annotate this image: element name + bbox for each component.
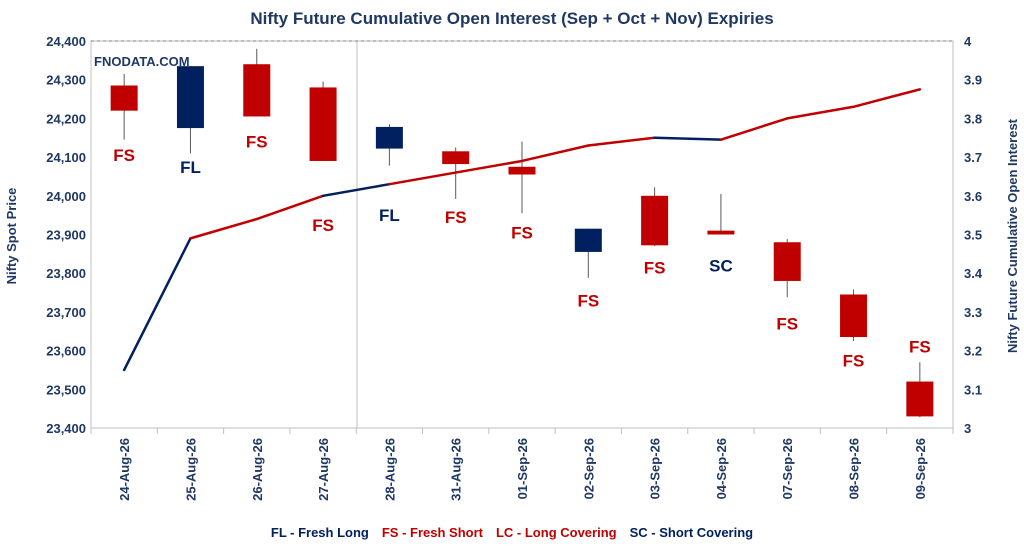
- left-tick-label: 23,900: [46, 228, 86, 243]
- right-tick-label: 3.6: [964, 189, 982, 204]
- annotations: FS FL FS FS FL FS FS FS FS SC FS FS FS: [113, 133, 930, 371]
- left-tick-label: 24,000: [46, 189, 86, 204]
- annotation-label: FS: [113, 146, 135, 165]
- x-tick-label: 24-Aug-26: [117, 438, 132, 501]
- plot-area-frame: [90, 40, 954, 429]
- x-tick-label: 31-Aug-26: [449, 438, 464, 501]
- x-tick-label: 04-Sep-26: [714, 438, 729, 499]
- candle-body: [641, 195, 669, 246]
- oi-line-segment: [189, 217, 259, 240]
- left-tick-label: 24,400: [46, 34, 86, 49]
- annotation-label: FS: [644, 258, 666, 277]
- oi-line-segment: [587, 136, 656, 147]
- left-axis-title: Nifty Spot Price: [4, 188, 19, 285]
- candle-body: [309, 87, 337, 161]
- chart-title: Nifty Future Cumulative Open Interest (S…: [250, 9, 773, 28]
- right-tick-label: 3.3: [964, 305, 982, 320]
- annotation-label: FS: [909, 338, 931, 357]
- left-tick-label: 24,100: [46, 150, 86, 165]
- legend: FL - Fresh Long FS - Fresh Short LC - Lo…: [271, 525, 753, 540]
- annotation-label: FS: [843, 351, 865, 370]
- annotation-label: SC: [709, 256, 733, 275]
- candle-body: [442, 151, 470, 165]
- left-axis-ticks: 23,400 23,500 23,600 23,700 23,800 23,900 24,0…: [46, 34, 86, 436]
- oi-line-segment: [255, 194, 325, 221]
- x-tick-label: 08-Sep-26: [847, 438, 862, 499]
- right-tick-label: 3.4: [964, 266, 983, 281]
- right-tick-label: 3.1: [964, 382, 982, 397]
- annotation-label: FS: [776, 315, 798, 334]
- oi-line-segment: [388, 171, 457, 186]
- x-tick-label: 27-Aug-26: [316, 438, 331, 501]
- oi-line-segment: [122, 237, 192, 372]
- x-tick-label: 26-Aug-26: [250, 438, 265, 501]
- left-tick-label: 24,300: [46, 73, 86, 88]
- oi-line-segment: [520, 144, 590, 163]
- left-tick-label: 24,200: [46, 111, 86, 126]
- candle-body: [773, 242, 801, 281]
- right-tick-label: 3.5: [964, 228, 982, 243]
- left-tick-label: 23,800: [46, 266, 86, 281]
- x-tick-label: 25-Aug-26: [183, 438, 198, 501]
- right-tick-label: 3.2: [964, 344, 982, 359]
- left-tick-label: 23,400: [46, 421, 86, 436]
- oi-line-segment: [852, 88, 922, 109]
- legend-entry: SC - Short Covering: [617, 525, 754, 540]
- watermark-text: FNODATA.COM: [94, 54, 190, 69]
- oi-line-segment: [719, 117, 789, 141]
- annotation-label: FL: [180, 158, 201, 177]
- right-axis-ticks: 3 3.1 3.2 3.3 3.4 3.5 3.6 3.7 3.8 3.9 4: [964, 34, 983, 436]
- right-axis-title: Nifty Future Cumulative Open Interest: [1005, 118, 1020, 353]
- right-tick-label: 4: [964, 34, 972, 49]
- oi-line-segment: [454, 159, 524, 174]
- oi-line-segment: [785, 105, 855, 120]
- legend-entry: FL - Fresh Long: [271, 525, 369, 540]
- right-tick-label: 3.8: [964, 111, 982, 126]
- oi-line-segment: [653, 136, 723, 141]
- legend-entry: FS - Fresh Short: [369, 525, 484, 540]
- open-interest-line: [122, 88, 922, 372]
- x-tick-label: 09-Sep-26: [913, 438, 928, 499]
- candle-body: [375, 126, 403, 149]
- candle-body: [840, 294, 868, 338]
- x-tick-label: 28-Aug-26: [382, 438, 397, 501]
- annotation-label: FS: [312, 216, 334, 235]
- candles: [110, 48, 934, 418]
- oi-line-segment: [321, 182, 391, 198]
- candle-body: [243, 64, 271, 117]
- right-tick-label: 3.7: [964, 150, 982, 165]
- left-tick-label: 23,600: [46, 344, 86, 359]
- candle-body: [906, 381, 934, 417]
- x-tick-label: 02-Sep-26: [581, 438, 596, 499]
- candle-body: [574, 228, 602, 252]
- x-tick-label: 07-Sep-26: [780, 438, 795, 499]
- candle-body: [110, 85, 138, 111]
- right-tick-label: 3.9: [964, 73, 982, 88]
- candle-body: [508, 166, 536, 175]
- right-tick-label: 3: [964, 421, 971, 436]
- annotation-label: FL: [379, 206, 400, 225]
- candle-body: [707, 230, 735, 235]
- x-tick-label: 03-Sep-26: [648, 438, 663, 499]
- left-tick-label: 23,700: [46, 305, 86, 320]
- annotation-label: FS: [445, 208, 467, 227]
- legend-entry: LC - Long Covering: [483, 525, 617, 540]
- left-tick-label: 23,500: [46, 382, 86, 397]
- candle-body: [176, 66, 204, 129]
- x-axis-ticks: 24-Aug-26 25-Aug-26 26-Aug-26 27-Aug-26 28-A…: [90, 428, 954, 501]
- x-tick-label: 01-Sep-26: [515, 438, 530, 499]
- annotation-label: FS: [246, 133, 268, 152]
- annotation-label: FS: [511, 224, 533, 243]
- annotation-label: FS: [577, 291, 599, 310]
